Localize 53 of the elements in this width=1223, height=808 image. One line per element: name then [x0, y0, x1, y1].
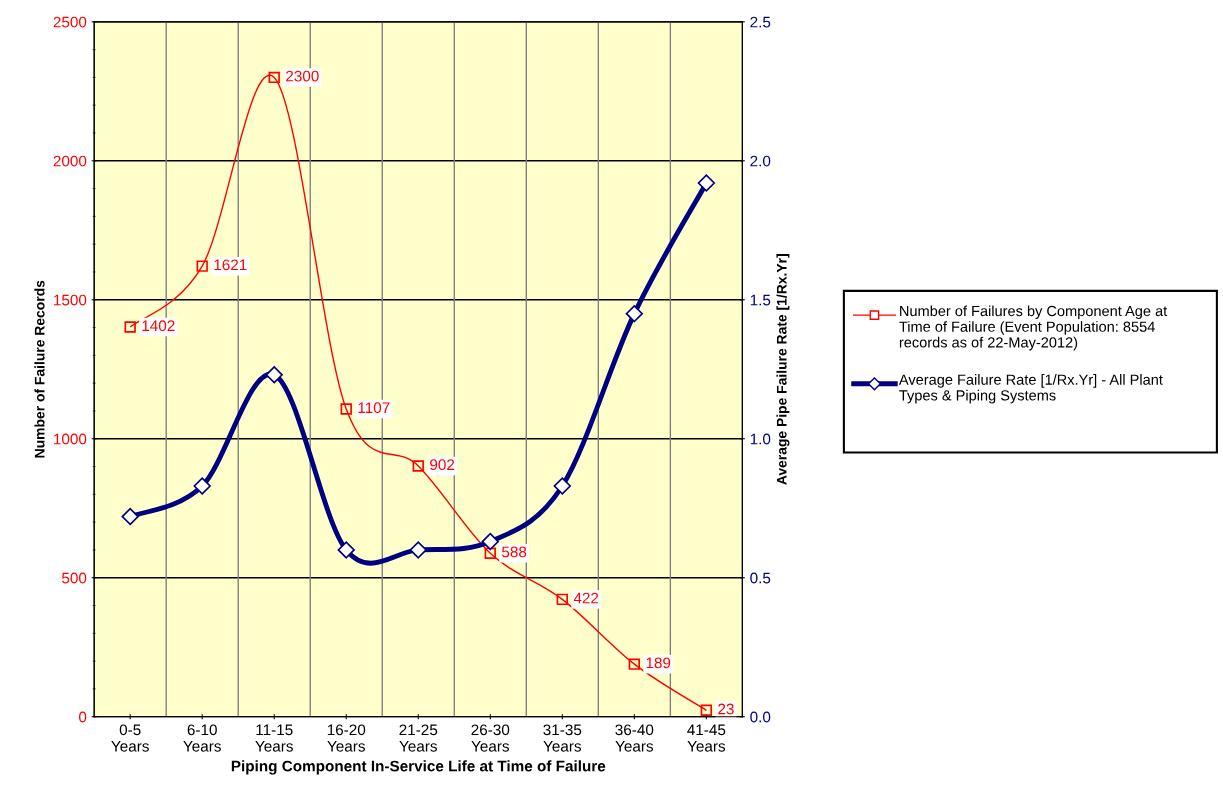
x-tick-label: 16-20 Years: [327, 724, 366, 752]
x-tick-label: 6-10 Years: [183, 724, 221, 752]
data-label: 902: [430, 459, 455, 471]
y-tick-label: 2500: [53, 16, 87, 28]
data-label: 2300: [286, 70, 319, 82]
y-tick-label: 2000: [53, 155, 87, 167]
point: [484, 547, 496, 559]
point: [628, 658, 641, 670]
y2-tick-label: 2.5: [750, 16, 771, 28]
x-tick-label: 11-15 Years: [255, 724, 293, 752]
y2-tick-label: 1.0: [750, 433, 771, 445]
y-tick-label: 500: [62, 572, 87, 584]
legend-label: Average Failure Rate [1/Rx.Yr] - All Plant Types & Piping Systems: [898, 374, 1163, 404]
y-axis-title: Number of Failure Records: [34, 280, 45, 458]
y-tick-label: 1000: [54, 433, 87, 445]
point: [193, 477, 211, 495]
point: [481, 532, 499, 551]
x-tick-label: 0-5 Years: [111, 724, 149, 752]
data-label: 189: [646, 657, 671, 669]
y2-axis-title: Average Pipe Failure Rate [1/Rx.Yr]: [776, 254, 790, 485]
point: [124, 321, 136, 333]
y-tick-label: 0: [78, 711, 87, 723]
point: [625, 304, 644, 323]
point: [409, 541, 427, 559]
point: [556, 593, 569, 606]
y2-tick-label: 0.5: [750, 572, 771, 584]
data-label: 422: [573, 592, 599, 604]
data-label: 588: [502, 546, 527, 558]
legend-label: Number of Failures by Component Age at Time of Failure (Event Population: 8554 records as of 22-May-2012): [899, 305, 1168, 351]
point: [697, 174, 716, 192]
y-tick-label: 1500: [54, 294, 87, 306]
x-tick-label: 31-35 Years: [543, 724, 582, 752]
y2-tick-label: 0.0: [750, 711, 771, 723]
y2-tick-label: 1.5: [750, 294, 771, 306]
data-label: 1107: [358, 402, 390, 414]
y2-tick-label: 2.0: [750, 155, 771, 167]
point: [553, 477, 572, 495]
x-tick-label: 21-25 Years: [399, 724, 438, 752]
point: [196, 260, 208, 272]
point: [268, 71, 280, 84]
x-tick-label: 36-40 Years: [615, 724, 654, 752]
data-label: 23: [718, 703, 734, 715]
point: [412, 460, 424, 472]
point: [340, 403, 352, 415]
point: [337, 541, 355, 559]
x-tick-label: 26-30 Years: [471, 724, 510, 752]
data-label: 1402: [142, 320, 175, 332]
x-tick-label: 41-45 Years: [687, 724, 726, 752]
x-axis-title: Piping Component In-Service Life at Time of Failure: [231, 760, 606, 775]
point: [700, 704, 713, 716]
point: [265, 366, 283, 384]
data-label: 1621: [214, 259, 247, 271]
point: [121, 507, 139, 526]
